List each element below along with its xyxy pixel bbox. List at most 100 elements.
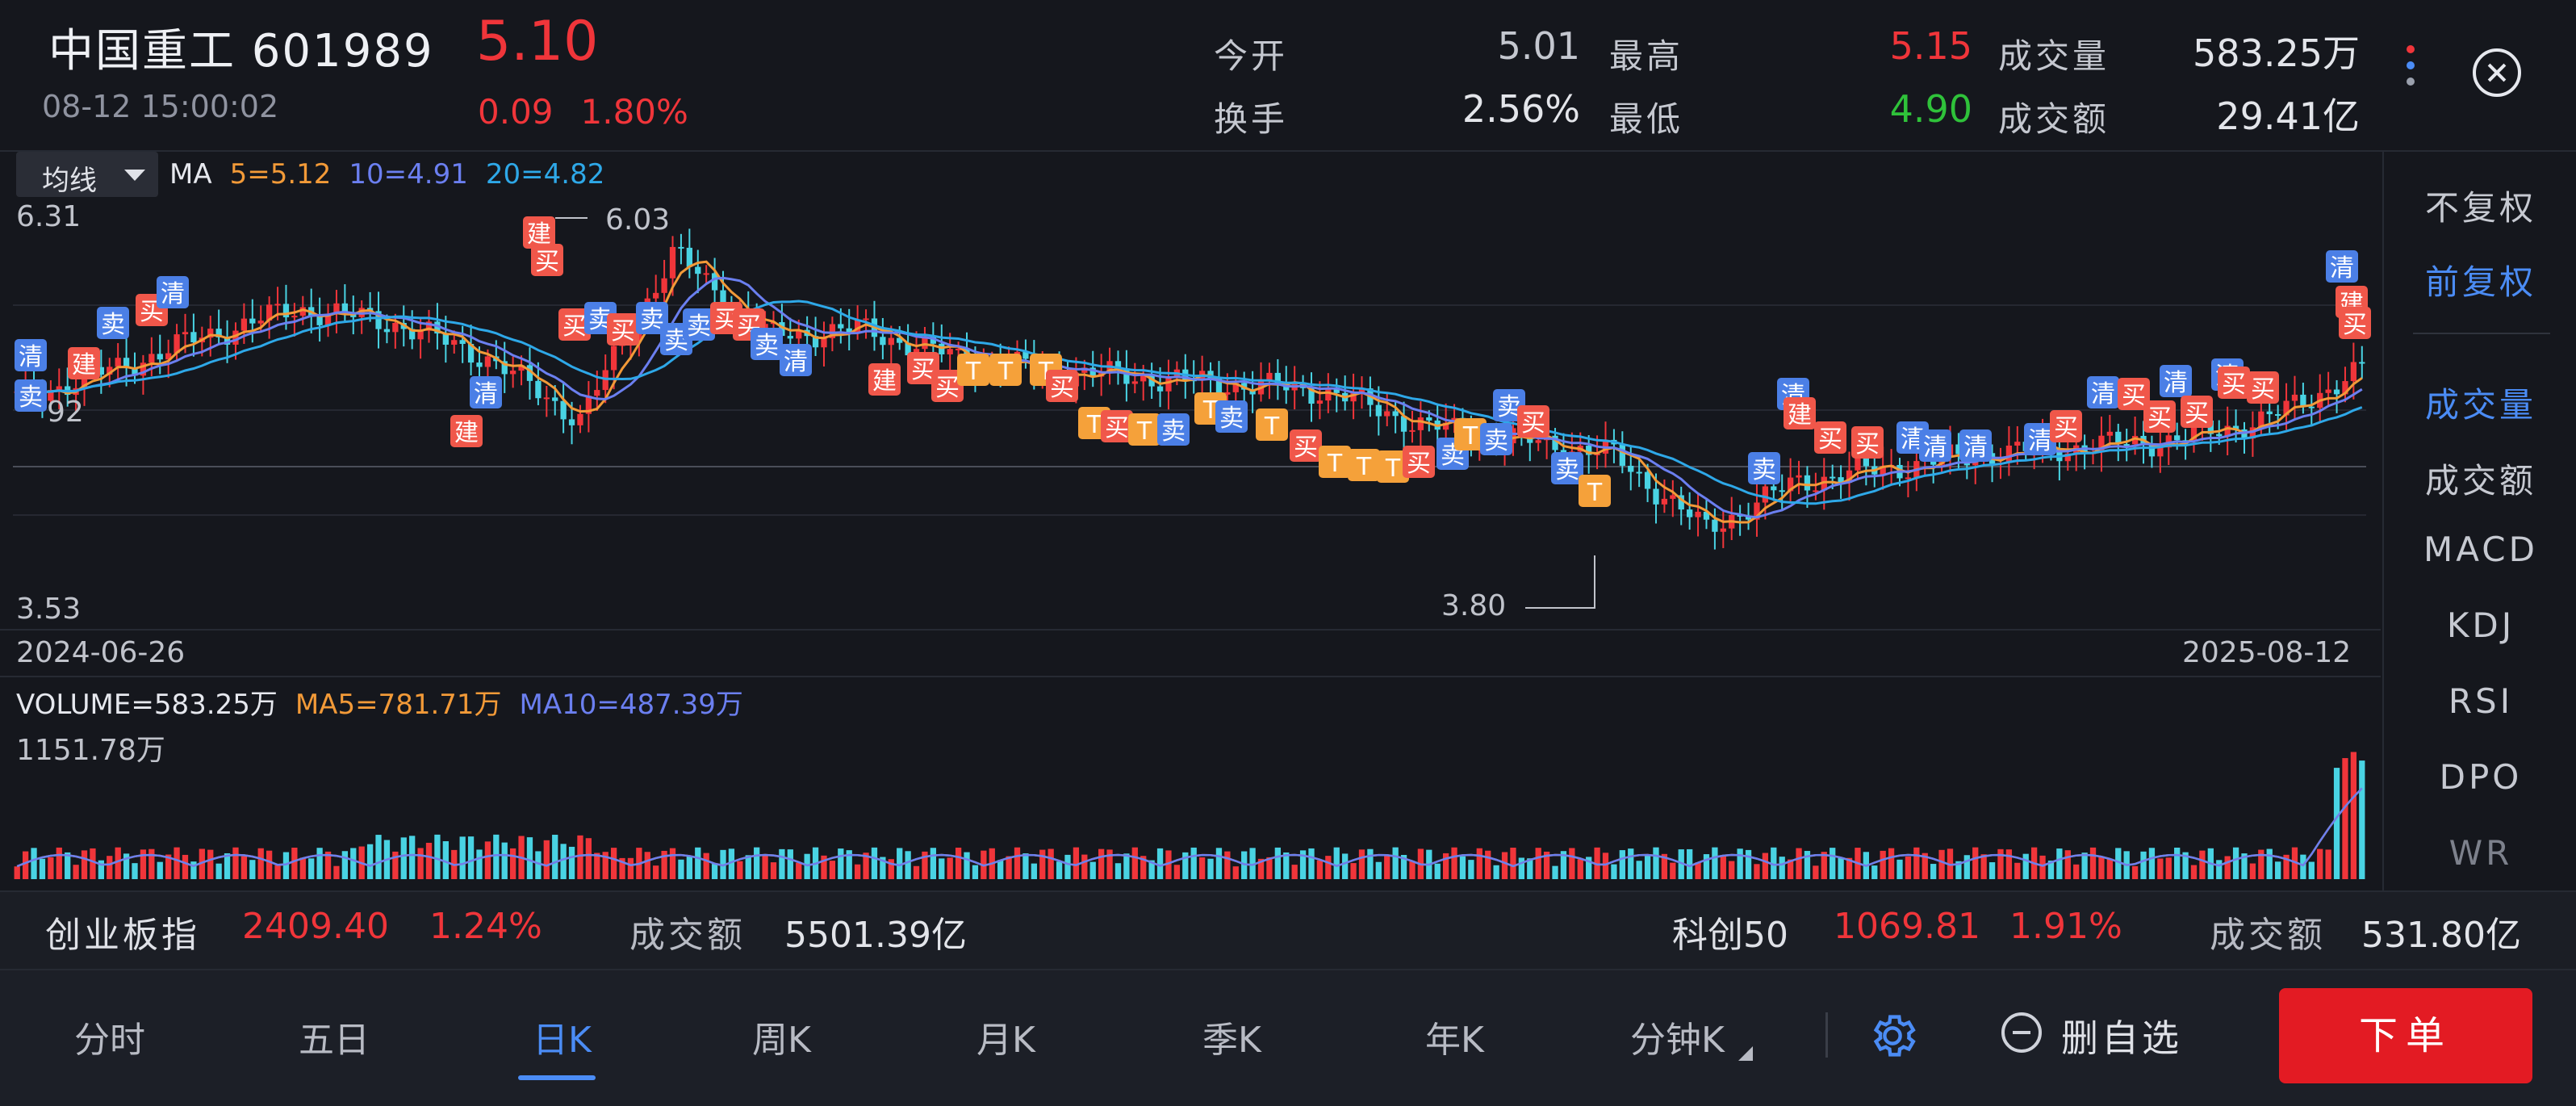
candle-body [1703,511,1710,520]
candle-body [653,292,659,299]
candle-body [2216,434,2223,437]
low-label: 最低 [1609,99,1684,139]
volume-bar [1586,857,1592,879]
indicator-dpo[interactable]: DPO [2439,757,2523,797]
volume-bar [787,849,793,879]
signal-clear: 清 [1959,429,1992,462]
index-left-value: 2409.40 [242,906,389,947]
candle-body [922,336,928,350]
tab-quarterly-k[interactable]: 季K [1202,1020,1261,1061]
indicator-volume[interactable]: 成交量 [2424,385,2536,425]
kline-chart[interactable]: 清卖建卖 买清建清建买买 卖买 卖卖卖 买买卖清建 买买T T T买T 买 T 卖T 卖 T买T T T 买卖… [0,152,2381,890]
signal-text: 清 [161,280,185,308]
current-price: 5.10 [476,10,599,73]
price-markers [555,217,1595,609]
tab-weekly-k[interactable]: 周K [752,1020,811,1061]
candle-body [711,273,718,291]
ma-label: MA [169,158,212,191]
tab-intraday[interactable]: 分时 [74,1020,145,1061]
volume-bar [1022,853,1029,879]
volume-bar [846,850,852,879]
tab-minute-k[interactable]: 分钟K [1630,1020,1725,1061]
tab-separator [1825,1012,1828,1058]
volume-bar [1661,853,1668,879]
signal-clear: 清 [470,376,502,408]
signal-text: T [1587,479,1603,507]
volume-bar [2073,864,2080,879]
volume-bar [930,848,937,879]
volume-bar [1527,858,1533,879]
volume-bar [2190,865,2198,879]
date-start: 2024-06-26 [16,636,186,669]
volume-bar [1712,847,1718,879]
volume-bar [257,848,264,879]
tab-yearly-k[interactable]: 年K [1425,1020,1484,1061]
indicator-wr[interactable]: WR [2448,833,2513,873]
signal-text: 买 [2251,375,2275,404]
volume-bar [1266,857,1273,879]
volume-bar [1098,848,1105,879]
minute-k-dropdown-icon[interactable] [1738,1046,1753,1061]
ma20-line [16,300,2363,505]
candle-body [1821,476,1827,491]
signal-buy: 买 [2339,307,2371,339]
remove-circle-icon[interactable] [2001,1012,2042,1053]
candle-body [585,396,592,414]
candle-body [1308,388,1315,404]
volume-bar [2140,851,2147,879]
tab-five-day[interactable]: 五日 [299,1020,370,1061]
index-left-name[interactable]: 创业板指 [45,915,200,956]
signal-badge [15,339,47,371]
volume-bar [459,836,466,879]
candle-body [324,313,332,325]
signal-buy: 买 [1851,426,1884,459]
volume-bar [947,857,953,879]
candle-body [1375,404,1382,417]
forward-adjust-option[interactable]: 前复权 [2424,262,2536,302]
candle-body [829,324,836,338]
candle-body [510,371,516,375]
candle-body [695,266,701,274]
volume-bar [1215,848,1223,879]
signal-t: T [1348,449,1380,481]
no-adjust-option[interactable]: 不复权 [2424,188,2536,228]
signal-text: 卖 [1555,456,1579,484]
signal-text: 清 [2164,369,2188,397]
candle-body [863,318,869,320]
volume-bar [2056,848,2063,879]
close-button[interactable] [2473,48,2521,97]
more-options-icon[interactable] [2407,45,2416,102]
signal-build: 建 [523,216,555,249]
ma-type-dropdown[interactable]: 均线 [16,152,158,197]
volume-bar [711,864,718,879]
place-order-button[interactable]: 下单 [2279,988,2532,1083]
volume-bar [1342,853,1349,879]
gear-icon[interactable] [1866,1009,1919,1062]
remove-favorite-button[interactable]: 删自选 [2061,1016,2182,1060]
tab-daily-k[interactable]: 日K [533,1020,592,1061]
volume-bar [568,846,575,879]
tab-monthly-k[interactable]: 月K [976,1020,1035,1061]
volume-bar [510,848,516,879]
amount-label: 成交额 [1998,99,2110,139]
signal-buy: 买 [558,308,591,341]
volume-bar [1064,854,1071,879]
indicator-rsi[interactable]: RSI [2448,681,2514,721]
volume-bar [266,850,273,879]
index-left-pct: 1.24% [429,906,542,947]
candle-body [955,348,962,350]
candle-body [552,397,558,401]
signal-text: 买 [1294,434,1318,462]
signal-text: T [965,358,981,386]
index-right-name[interactable]: 科创50 [1672,915,1788,956]
volume-bar [1367,848,1374,879]
volume-bar [2350,752,2357,879]
indicator-macd[interactable]: MACD [2423,530,2538,569]
candle-body [1779,490,1785,492]
indicator-amount[interactable]: 成交额 [2424,461,2536,501]
candle-body [1771,486,1777,491]
indicator-kdj[interactable]: KDJ [2446,605,2515,645]
volume-bar [157,861,163,879]
volume-bar [2342,758,2348,879]
volume-bar [1291,865,1298,879]
